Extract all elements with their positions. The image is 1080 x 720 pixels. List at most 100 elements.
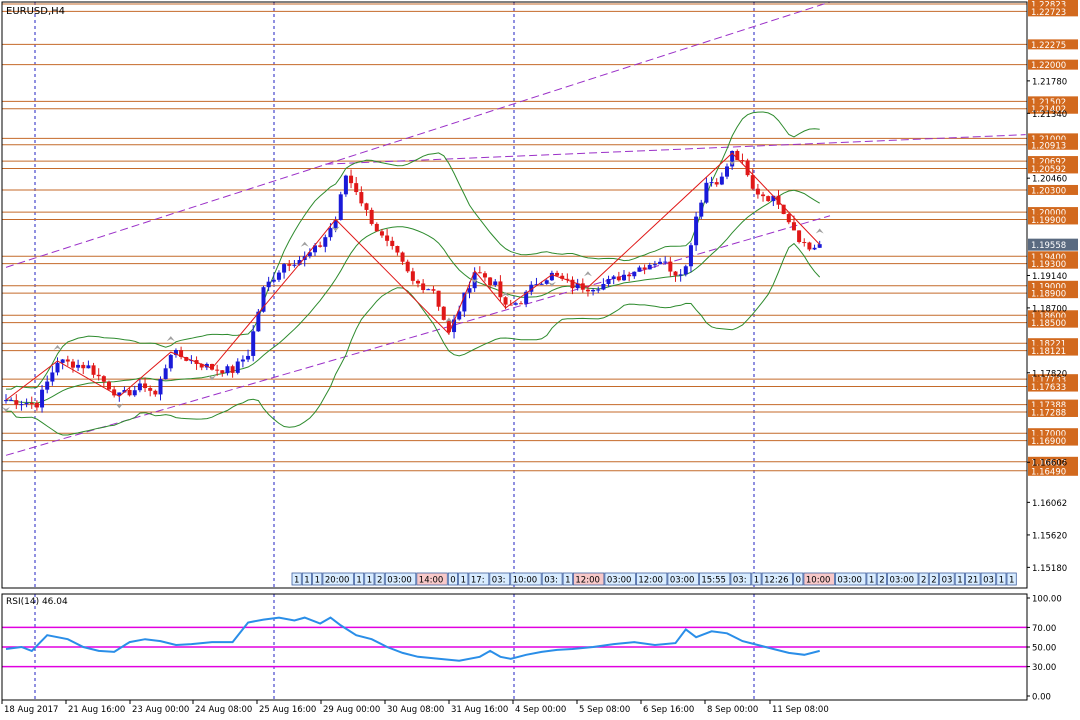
level-tag-label: 1.16900 [1031,437,1066,447]
candle-body [173,350,178,356]
candle-body [683,266,688,275]
candle-body [24,402,29,405]
time-box [562,572,573,586]
time-box [866,572,877,586]
level-tag [1028,214,1078,225]
candle-body [436,290,441,307]
fractal-down-marker [208,375,216,381]
candle-body [276,272,281,280]
time-box [301,572,312,586]
candle-body [271,279,276,282]
level-tag-label: 1.20300 [1031,186,1066,196]
candle-body [395,246,400,253]
candle-body [446,319,451,333]
time-box-label: 03:00 [837,576,862,586]
level-tag [1028,251,1078,262]
time-box [312,572,323,586]
candle-body [668,261,673,272]
time-tick-label: 18 Aug 2017 [4,705,58,715]
time-box-label: 03: [492,576,506,586]
candle-body [400,252,405,262]
level-tag [1028,399,1078,410]
zigzag-path [5,152,821,401]
fractal-up-marker [53,344,62,350]
candle-body [122,389,127,393]
rsi-subwindow [2,616,1027,668]
level-tag-label: 1.18121 [1031,347,1066,357]
candle-body [585,289,590,292]
candle-body [204,363,209,368]
candle-body [153,390,158,395]
time-box-label: 12:00 [575,576,600,586]
time-box-label: 03 [942,576,953,586]
level-tag [1028,288,1078,299]
rsi-tick-label: 50.00 [1032,644,1056,654]
candle-body [467,288,472,293]
time-box [604,572,636,586]
candle-body [117,392,122,396]
candle-body [385,235,390,241]
level-tag [1028,0,1078,9]
time-tick-label: 23 Aug 00:00 [132,705,189,715]
time-box [489,572,511,586]
candle-body [431,289,436,291]
candle-body [791,222,796,231]
candle-body [297,260,302,265]
candle-body [740,160,745,162]
candle-body [19,404,24,406]
time-box-label: 03:00 [387,576,412,586]
candle-body [369,209,374,224]
candle-body [421,283,426,290]
candle-body [158,379,163,395]
fractal-down-marker [2,407,10,413]
band-lower [6,242,821,436]
price-tick-label: 1.16606 [1032,459,1067,469]
zigzag-line [5,152,821,401]
horizontal-levels [2,3,1027,472]
candle-body [343,175,348,195]
time-box-label: 1 [869,576,874,586]
time-box-label: 1 [304,576,309,586]
candle-body [4,400,8,402]
time-box-label: 03:00 [670,576,695,586]
rsi-tick-label: 100.00 [1032,595,1062,605]
time-box [730,572,752,586]
level-tag [1028,435,1078,446]
candle-body [730,150,735,167]
candle-body [163,368,168,380]
time-tick-label: 4 Sep 00:00 [515,705,566,715]
candle-body [313,245,317,253]
level-tag [1028,456,1078,467]
level-tag-label: 1.17000 [1031,430,1066,440]
candle-body [786,214,791,223]
time-box [876,572,887,586]
candle-body [735,150,740,161]
candle-body [488,277,493,285]
time-box [803,572,835,586]
level-tag-label: 1.16612 [1031,458,1066,468]
time-box [541,572,563,586]
time-tick-label: 31 Aug 16:00 [451,705,508,715]
candle-body [405,261,410,272]
level-tag-label: 1.22723 [1031,8,1066,18]
rsi-tick-label: 30.00 [1032,663,1056,673]
price-tick-label: 1.17820 [1032,369,1067,379]
candle-body [292,264,297,266]
candle-body [714,182,719,185]
time-box-label: 2 [879,576,884,586]
period-separator-grid [34,2,755,700]
time-tick-label: 29 Aug 00:00 [323,705,380,715]
time-box [384,572,417,586]
level-tag-label: 1.20000 [1031,209,1066,219]
time-box [667,572,699,586]
time-box-label: 10:00 [513,576,538,586]
candle-body [570,279,575,289]
candle-body [709,182,714,184]
candle-body [549,272,554,281]
candle-body [580,283,585,290]
candle-body [148,388,153,391]
candle-body [776,195,781,205]
time-box-label: 1 [294,576,299,586]
